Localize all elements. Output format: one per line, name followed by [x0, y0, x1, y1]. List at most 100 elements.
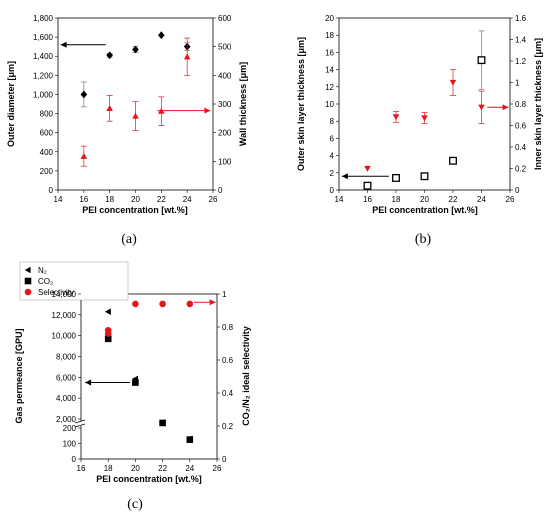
plot-frame: [338, 17, 511, 191]
data-point: [183, 53, 191, 60]
data-point: [80, 152, 88, 159]
data-point: [106, 51, 113, 60]
y-tick-label: 1,800: [33, 14, 54, 23]
y2-tick-label: 0: [218, 186, 223, 195]
y2-tick-label: 1.4: [515, 36, 527, 45]
data-point: [24, 277, 32, 285]
y-tick-label: 200: [63, 424, 77, 433]
data-point: [24, 266, 31, 274]
y2-tick-label: 0.6: [222, 356, 234, 365]
y-tick-label: 600: [40, 129, 54, 138]
x-tick-label: 24: [185, 464, 194, 473]
axis-break-gap: [75, 421, 85, 426]
panel-label: (b): [415, 232, 432, 247]
y-tick-label: 6: [330, 134, 335, 143]
data-point: [421, 115, 428, 122]
y-tick-label: 20: [325, 14, 334, 23]
y-tick-label: 4,000: [56, 394, 77, 403]
y2-tick-label: 100: [218, 157, 232, 166]
y2-tick-label: 0.4: [222, 389, 234, 398]
y-tick-label: 1,000: [33, 90, 54, 99]
panel-c: PEI concentration [wt.%] Gas permeance […: [14, 261, 251, 512]
x-tick-label: 16: [79, 195, 88, 204]
legend-label: CO₂: [38, 277, 53, 286]
data-point: [364, 165, 371, 172]
data-point: [477, 56, 486, 65]
x-tick-label: 24: [477, 195, 486, 204]
x-tick-label: 16: [363, 195, 372, 204]
x-axis-title: PEI concentration [wt.%]: [372, 205, 478, 215]
x-tick-label: 18: [392, 195, 401, 204]
x-tick-label: 22: [157, 195, 166, 204]
y-tick-label: 1,600: [33, 33, 54, 42]
x-tick-label: 14: [335, 195, 344, 204]
y-tick-label: 1,200: [33, 71, 54, 80]
y2-tick-label: 0.2: [515, 165, 527, 174]
y2-tick-label: 0: [515, 186, 520, 195]
y-tick-label: 16: [325, 48, 334, 57]
y-tick-label: 100: [63, 440, 77, 449]
y2-axis-title: CO₂/N₂ ideal selectivity: [241, 326, 251, 426]
arrow-head: [209, 299, 216, 306]
data-point: [80, 90, 88, 99]
data-point: [104, 335, 112, 343]
y-tick-label: 1,400: [33, 52, 54, 61]
legend-label: Selectivity: [38, 288, 74, 297]
y2-axis-title: Inner skin layer thickness [μm]: [533, 38, 543, 170]
data-point: [104, 330, 112, 337]
y2-tick-label: 300: [218, 100, 232, 109]
y2-axis-title: Wall thickness [μm]: [238, 62, 248, 146]
x-axis-title: PEI concentration [wt.%]: [82, 205, 188, 215]
data-point: [132, 112, 139, 119]
arrow-head: [502, 104, 509, 111]
x-tick-label: 26: [209, 195, 218, 204]
panel-b: PEI concentration [wt.%] Outer skin laye…: [296, 14, 543, 247]
arrow-head: [60, 41, 67, 48]
y-tick-label: 14: [325, 66, 334, 75]
data-point: [158, 31, 165, 40]
y-tick-label: 14,000: [52, 290, 77, 299]
arrow-head: [204, 107, 211, 114]
panel-label: (c): [127, 497, 143, 512]
y-tick-label: 0: [330, 186, 335, 195]
data-point: [132, 45, 139, 54]
x-tick-label: 20: [131, 464, 140, 473]
data-point: [159, 419, 166, 427]
x-tick-label: 22: [449, 195, 458, 204]
data-point: [420, 172, 429, 181]
data-point: [392, 174, 400, 182]
plot-frame: [80, 293, 218, 460]
data-point: [106, 105, 113, 111]
data-point: [478, 104, 485, 111]
y-tick-label: 2: [330, 169, 335, 178]
data-point: [186, 300, 194, 308]
y-tick-label: 4: [330, 152, 335, 161]
data-point: [159, 300, 166, 308]
x-tick-label: 22: [158, 464, 167, 473]
x-tick-label: 26: [506, 195, 515, 204]
y2-tick-label: 0.2: [222, 422, 234, 431]
y2-tick-label: 1: [515, 79, 520, 88]
y-tick-label: 10: [325, 100, 334, 109]
panel-label: (a): [121, 232, 137, 247]
y-tick-label: 8: [330, 117, 335, 126]
y-tick-label: 2,000: [56, 415, 77, 424]
y-tick-label: 0: [72, 455, 77, 464]
y2-tick-label: 0: [222, 455, 227, 464]
arrow-head: [341, 173, 348, 180]
y-tick-label: 12: [325, 83, 334, 92]
data-point: [24, 288, 32, 296]
y-axis-title: Gas permeance [GPU]: [14, 328, 24, 423]
y2-tick-label: 0.8: [515, 100, 527, 109]
y2-tick-label: 0.8: [222, 323, 234, 332]
data-point: [186, 436, 194, 443]
y2-tick-label: 600: [218, 14, 232, 23]
y-tick-label: 12,000: [52, 311, 77, 320]
y-tick-label: 0: [49, 186, 54, 195]
y-tick-label: 400: [40, 148, 54, 157]
y-axis-title: Outer diameter [μm]: [6, 61, 16, 147]
y2-tick-label: 1: [222, 290, 227, 299]
y2-tick-label: 1.6: [515, 14, 527, 23]
y-tick-label: 200: [40, 167, 54, 176]
